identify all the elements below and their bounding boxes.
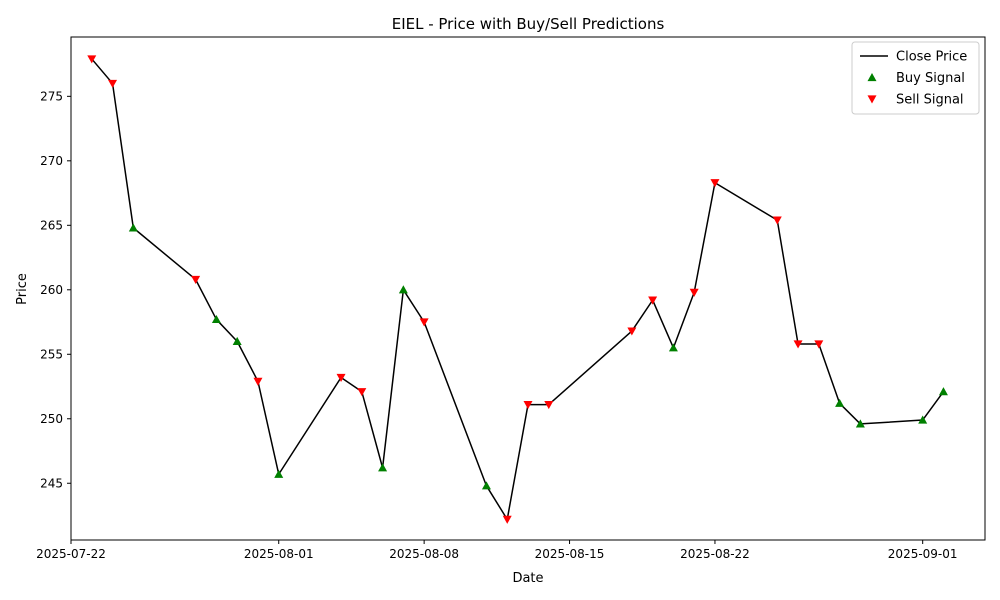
- sell-signal-marker: [523, 400, 533, 410]
- x-tick-label: 2025-09-01: [888, 547, 958, 561]
- x-tick-label: 2025-08-22: [680, 547, 750, 561]
- legend-box: [851, 41, 980, 115]
- sell-signal-marker: [689, 288, 699, 297]
- x-tick-label: 2025-08-01: [244, 547, 314, 561]
- buy-signal-marker: [211, 314, 221, 324]
- plot-area: [87, 55, 948, 524]
- sell-signal-marker: [108, 79, 118, 88]
- buy-signal-marker: [378, 463, 388, 472]
- axes: 2025-07-22 2025-08-01 2025-08-08 2025-08-15…: [36, 36, 986, 561]
- chart-title: EIEL - Price with Buy/Sell Predictions: [392, 15, 665, 33]
- legend-label: Close Price: [896, 50, 967, 65]
- sell-signal-marker: [253, 377, 263, 386]
- buy-signal-marker: [918, 415, 928, 424]
- buy-signal-marker: [668, 343, 678, 352]
- legend-label: Buy Signal: [896, 71, 965, 86]
- buy-signal-marker: [855, 419, 865, 428]
- y-tick-label: 260: [40, 283, 63, 297]
- buy-signal-marker: [398, 285, 408, 294]
- sell-signal-marker: [710, 179, 720, 188]
- legend-buy-signal-swatch: [867, 73, 877, 82]
- buy-signal-marker: [835, 398, 845, 407]
- y-tick-label: 245: [40, 476, 63, 490]
- y-tick-label: 270: [40, 154, 63, 168]
- legend: Close Price Buy Signal Sell Signal: [851, 41, 980, 115]
- y-tick-label: 275: [40, 89, 63, 103]
- sell-signal-marker: [814, 340, 824, 349]
- sell-signal-marker: [87, 55, 97, 64]
- sell-signal-marker: [502, 515, 512, 524]
- buy-signal-marker: [232, 336, 242, 345]
- sell-signal-marker: [793, 340, 803, 349]
- sell-signal-marker: [544, 400, 554, 410]
- x-tick-label: 2025-08-08: [389, 547, 459, 561]
- legend-label: Sell Signal: [896, 93, 964, 108]
- sell-signal-marker: [191, 275, 201, 284]
- sell-signal-marker: [648, 296, 658, 305]
- x-tick-label: 2025-07-22: [36, 547, 106, 561]
- y-axis-label: Price: [15, 273, 30, 305]
- buy-signal-marker: [274, 469, 284, 478]
- x-tick-label: 2025-08-15: [535, 547, 605, 561]
- sell-signal-marker: [357, 388, 367, 397]
- sell-signal-marker: [336, 373, 346, 382]
- sell-signal-marker: [772, 216, 782, 225]
- y-tick-label: 265: [40, 218, 63, 232]
- y-tick-label: 255: [40, 347, 63, 361]
- buy-signal-marker: [481, 481, 491, 490]
- buy-signal-marker: [938, 387, 948, 396]
- y-tick-label: 250: [40, 412, 63, 426]
- buy-signal-marker: [128, 223, 138, 232]
- legend-sell-signal-swatch: [867, 95, 877, 104]
- axes-frame: [70, 36, 986, 541]
- sell-signal-marker: [419, 318, 429, 327]
- x-axis-label: Date: [512, 571, 543, 586]
- sell-signal-marker: [627, 327, 637, 336]
